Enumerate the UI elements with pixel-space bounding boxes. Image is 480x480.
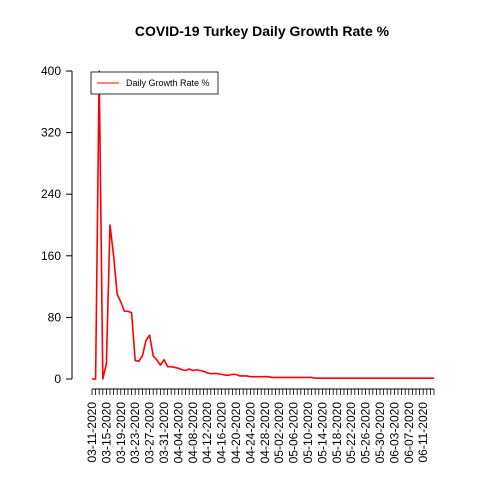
legend: Daily Growth Rate % — [90, 71, 219, 95]
x-tick-label: 05-10-2020 — [301, 402, 315, 464]
series-line-daily-growth-rate — [92, 70, 434, 380]
x-tick-label: 05-14-2020 — [315, 402, 329, 464]
x-tick-label: 06-11-2020 — [416, 402, 430, 463]
y-tick-label: 240 — [41, 187, 61, 201]
x-tick-label: 04-16-2020 — [215, 402, 229, 464]
x-tick-label: 04-20-2020 — [229, 402, 243, 464]
x-tick-label: 04-04-2020 — [171, 402, 185, 464]
legend-box — [90, 71, 219, 95]
x-tick-label: 03-31-2020 — [157, 402, 171, 464]
x-tick-label: 06-07-2020 — [402, 402, 416, 464]
x-tick-label: 05-06-2020 — [287, 402, 301, 464]
x-tick-label: 05-02-2020 — [272, 402, 286, 464]
y-tick-label: 80 — [48, 310, 62, 324]
x-tick-label: 04-24-2020 — [243, 402, 257, 464]
x-tick-label: 03-19-2020 — [114, 402, 128, 464]
y-tick-label: 320 — [41, 126, 61, 140]
chart-title: COVID-19 Turkey Daily Growth Rate % — [135, 23, 390, 39]
x-tick-label: 05-22-2020 — [344, 402, 358, 464]
plot-area — [92, 70, 434, 380]
x-tick-label: 03-27-2020 — [143, 402, 157, 464]
x-tick-label: 05-30-2020 — [373, 402, 387, 464]
x-tick-label: 03-15-2020 — [99, 402, 113, 464]
x-axis: 03-11-2020 03-15-2020 03-19-2020 03-23-2020… — [85, 388, 435, 464]
y-axis: 0 80 160 240 320 400 — [41, 64, 73, 386]
x-tick-label: 05-26-2020 — [359, 402, 373, 464]
x-tick-label: 03-23-2020 — [128, 402, 142, 464]
x-tick-label: 03-11-2020 — [85, 402, 99, 463]
y-tick-label: 0 — [54, 372, 61, 386]
y-tick-label: 160 — [41, 249, 61, 263]
y-tick-label: 400 — [41, 64, 61, 78]
x-tick-label: 06-03-2020 — [387, 402, 401, 464]
legend-label: Daily Growth Rate % — [126, 78, 210, 88]
x-tick-label: 04-12-2020 — [200, 402, 214, 464]
x-tick-label: 04-08-2020 — [186, 402, 200, 464]
x-tick-label: 04-28-2020 — [258, 402, 272, 464]
x-tick-label: 05-18-2020 — [330, 402, 344, 464]
